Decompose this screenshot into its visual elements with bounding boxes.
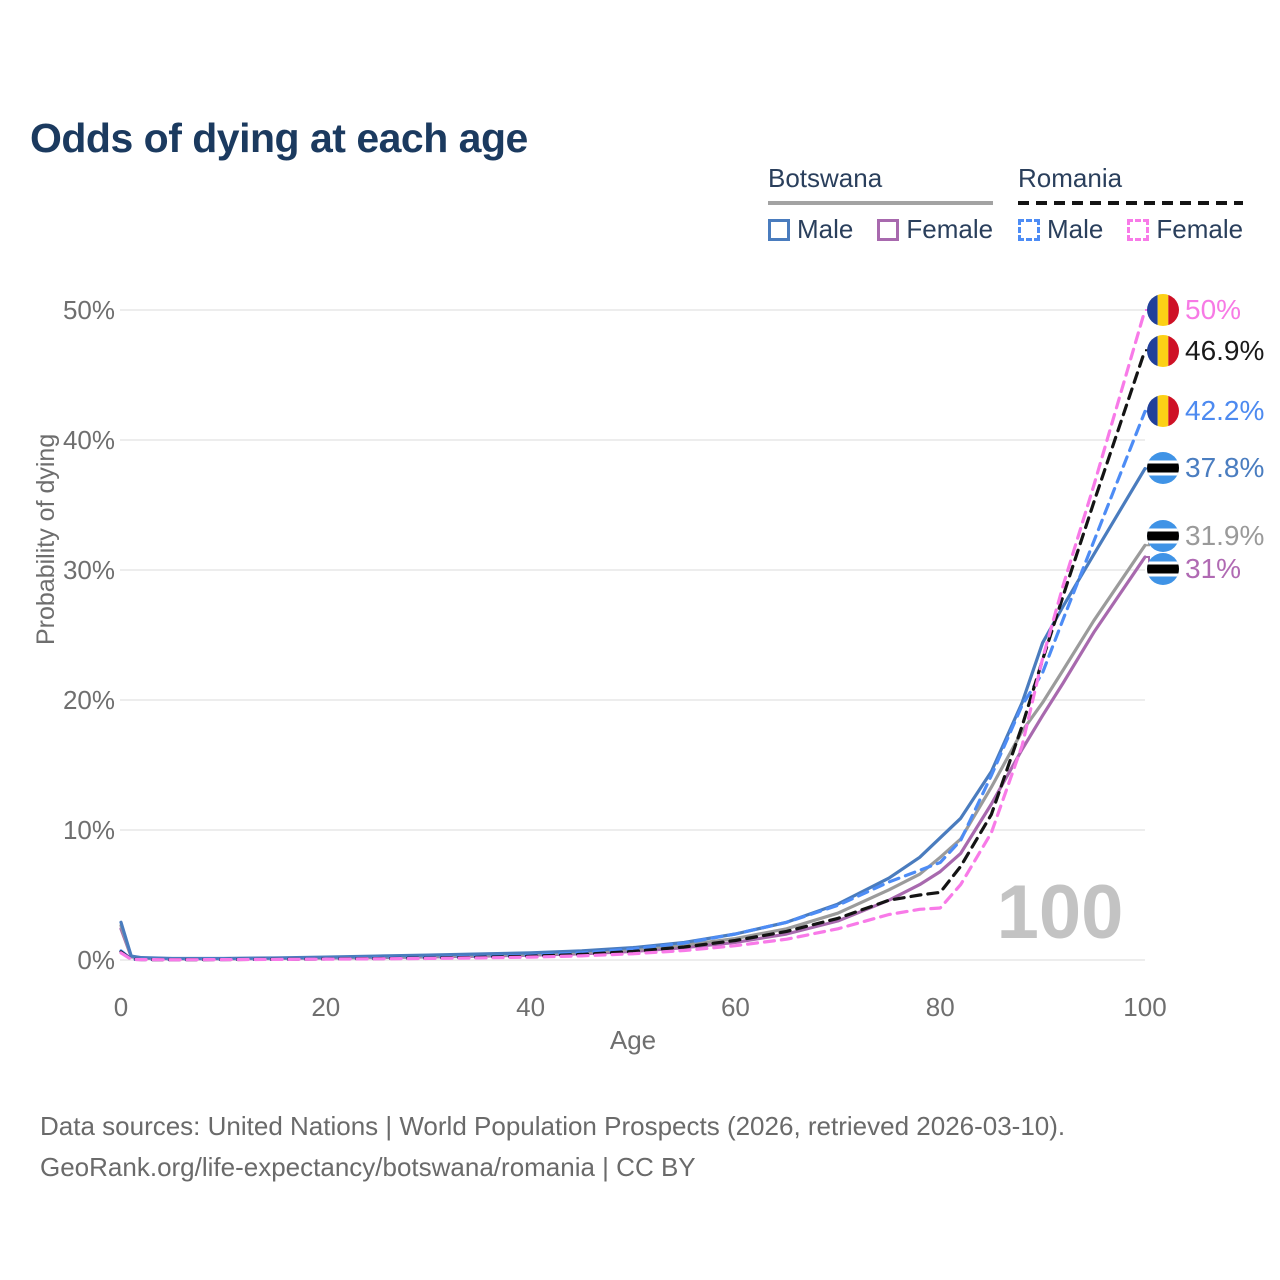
end-value-label-ro_m: 42.2% bbox=[1185, 395, 1264, 426]
romania-flag-icon bbox=[1147, 335, 1179, 367]
y-tick-label: 0% bbox=[77, 945, 115, 975]
attribution-line: GeoRank.org/life-expectancy/botswana/rom… bbox=[40, 1152, 696, 1182]
botswana-flag-icon bbox=[1147, 553, 1179, 585]
legend-romania-female-label: Female bbox=[1156, 214, 1244, 244]
x-tick-label: 20 bbox=[311, 992, 340, 1022]
y-tick-label: 10% bbox=[63, 815, 115, 845]
legend-item-romania-male[interactable]: Male bbox=[1018, 214, 1103, 245]
legend-item-botswana-female[interactable]: Female bbox=[877, 214, 993, 245]
botswana-flag-icon bbox=[1147, 452, 1179, 484]
x-tick-label: 40 bbox=[516, 992, 545, 1022]
botswana-male-swatch-icon bbox=[768, 218, 790, 241]
y-tick-label: 30% bbox=[63, 555, 115, 585]
legend-item-romania-female[interactable]: Female bbox=[1127, 214, 1243, 245]
series-line-bw_f bbox=[119, 555, 1147, 961]
romania-male-swatch-icon bbox=[1018, 218, 1040, 241]
romania-dashed-line-key-icon bbox=[1018, 201, 1244, 205]
chart-title: Odds of dying at each age bbox=[30, 115, 528, 162]
footer: Data sources: United Nations | World Pop… bbox=[40, 1106, 1065, 1188]
data-source-line: Data sources: United Nations | World Pop… bbox=[40, 1111, 1066, 1141]
x-tick-label: 0 bbox=[114, 992, 128, 1022]
series-line-bw_t bbox=[119, 543, 1147, 961]
series-line-ro_m bbox=[119, 409, 1147, 962]
romania-flag-icon bbox=[1147, 294, 1179, 326]
end-value-label-bw_t: 31.9% bbox=[1185, 520, 1264, 551]
end-value-label-bw_m: 37.8% bbox=[1185, 452, 1264, 483]
legend-group-botswana: Botswana Male Female bbox=[768, 163, 994, 245]
romania-flag-icon bbox=[1147, 395, 1179, 427]
x-tick-label: 60 bbox=[721, 992, 750, 1022]
legend-botswana-female-label: Female bbox=[906, 214, 994, 244]
legend-botswana-male-label: Male bbox=[797, 214, 854, 244]
x-tick-label: 80 bbox=[926, 992, 955, 1022]
y-axis-title: Probability of dying bbox=[32, 433, 60, 645]
romania-female-swatch-icon bbox=[1127, 218, 1150, 241]
y-tick-label: 20% bbox=[63, 685, 115, 715]
legend-group-romania: Romania Male Female bbox=[1018, 163, 1244, 245]
x-tick-label: 100 bbox=[1123, 992, 1166, 1022]
legend-romania-title: Romania bbox=[1018, 163, 1123, 193]
botswana-solid-line-key-icon bbox=[768, 201, 994, 205]
legend-botswana-title: Botswana bbox=[768, 163, 883, 193]
end-value-label-ro_t: 46.9% bbox=[1185, 335, 1264, 366]
x-axis-title: Age bbox=[610, 1025, 656, 1055]
legend-romania-male-label: Male bbox=[1047, 214, 1104, 244]
legend-botswana-header: Botswana bbox=[768, 163, 994, 205]
legend-item-botswana-male[interactable]: Male bbox=[768, 214, 853, 245]
botswana-female-swatch-icon bbox=[877, 218, 900, 241]
series-line-ro_t bbox=[119, 348, 1147, 962]
series-line-bw_m bbox=[119, 467, 1147, 961]
age-counter-watermark: 100 bbox=[997, 870, 1124, 955]
end-value-label-ro_f: 50% bbox=[1185, 294, 1241, 325]
botswana-flag-icon bbox=[1147, 520, 1179, 552]
legend-romania-header: Romania bbox=[1018, 163, 1244, 205]
y-tick-label: 50% bbox=[63, 295, 115, 325]
series-line-ro_f bbox=[119, 308, 1147, 962]
end-value-label-bw_f: 31% bbox=[1185, 553, 1241, 584]
y-tick-label: 40% bbox=[63, 425, 115, 455]
